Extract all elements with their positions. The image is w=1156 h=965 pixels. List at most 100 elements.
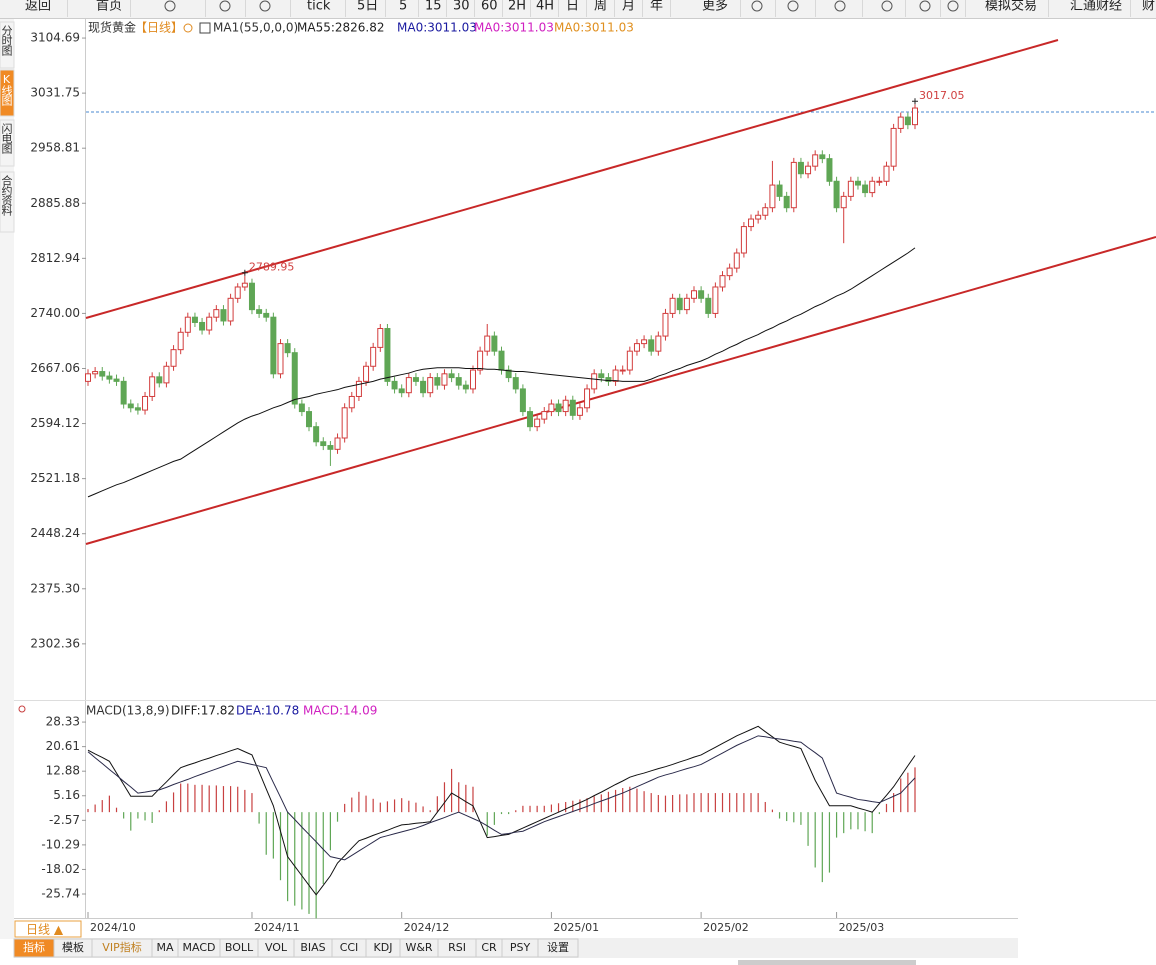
toolbar-icon[interactable]	[787, 0, 799, 12]
ma-icon[interactable]	[199, 22, 211, 34]
toolbar-button[interactable]: 返回	[25, 0, 51, 14]
candle-body	[398, 388, 405, 394]
toolbar-button[interactable]: 年	[650, 0, 663, 14]
x-tick-label: 2025/01	[553, 921, 599, 934]
y-tick-label: 2521.18	[30, 471, 80, 485]
toolbar-button[interactable]: 30	[453, 0, 470, 14]
candle-body	[904, 116, 911, 126]
indicator-tab[interactable]: W&R	[405, 941, 432, 954]
toolbar-button[interactable]: 4H	[536, 0, 554, 14]
toolbar-icon[interactable]	[919, 0, 931, 12]
toolbar-button[interactable]: 财	[1142, 0, 1155, 14]
candle-body	[819, 154, 826, 160]
toolbar-button[interactable]: 2H	[508, 0, 526, 14]
side-tab-bg[interactable]	[0, 69, 15, 117]
candle-body	[484, 335, 491, 352]
candle-body	[220, 309, 227, 322]
toolbar-button[interactable]: 月	[622, 0, 635, 14]
toolbar-icon[interactable]	[219, 0, 231, 12]
side-tab[interactable]: K线图	[0, 73, 13, 107]
toolbar-button[interactable]: 模拟交易	[985, 0, 1037, 14]
candle-body	[370, 346, 377, 367]
candle-body	[862, 184, 869, 194]
candle-body	[363, 365, 370, 382]
toolbar-button[interactable]: 5	[399, 0, 407, 14]
side-tab[interactable]: 闪电图	[0, 122, 13, 155]
candle-body	[505, 369, 512, 379]
toolbar-icon[interactable]	[164, 0, 176, 12]
indicator-tab[interactable]: PSY	[510, 941, 531, 954]
y-tick-label: 5.16	[53, 788, 80, 802]
candle-body	[177, 331, 184, 351]
toolbar-button[interactable]: 5日	[357, 0, 378, 14]
side-tab-bg[interactable]	[0, 21, 15, 69]
toolbar-icon[interactable]	[259, 0, 271, 12]
candle-body	[776, 184, 783, 197]
period-button[interactable]: 日线 ▲	[26, 923, 64, 937]
side-tab[interactable]: 分时图	[0, 25, 13, 57]
indicator-tab[interactable]: RSI	[448, 941, 466, 954]
candle-body	[377, 328, 384, 348]
toolbar-button[interactable]: 首页	[96, 0, 122, 14]
legend-entry: MA0:3011.03	[397, 21, 477, 35]
candle-body	[291, 352, 298, 405]
indicator-tab[interactable]: 指标	[23, 940, 45, 954]
candle-body	[584, 388, 591, 409]
y-tick-label: 2302.36	[30, 636, 80, 650]
toolbar-button[interactable]: 周	[594, 0, 607, 14]
toolbar-button[interactable]: 汇通财经	[1070, 0, 1122, 14]
period-box[interactable]	[14, 920, 82, 938]
indicator-tab[interactable]: MA	[156, 941, 173, 954]
toolbar-button[interactable]: 日	[566, 0, 579, 14]
indicator-tab[interactable]: VIP指标	[102, 940, 141, 954]
x-tick-label: 2025/03	[839, 921, 885, 934]
indicator-tab[interactable]: VOL	[265, 941, 288, 954]
indicator-tab[interactable]: CCI	[340, 941, 359, 954]
toolbar-icon[interactable]	[881, 0, 893, 12]
toolbar-button[interactable]: 60	[481, 0, 498, 14]
side-tab[interactable]: 合约资料	[0, 174, 13, 217]
macd-icon[interactable]	[18, 705, 26, 713]
indicator-tab[interactable]: 模板	[62, 940, 84, 954]
candle-body	[712, 286, 719, 314]
y-tick-label: -18.02	[41, 862, 80, 876]
toolbar-icon[interactable]	[834, 0, 846, 12]
candle-body	[890, 127, 897, 167]
toolbar-icon[interactable]	[947, 0, 959, 12]
candle-body	[847, 180, 854, 197]
indicator-tab[interactable]: MACD	[183, 941, 216, 954]
candle-body	[384, 328, 391, 382]
candle-body	[306, 411, 313, 428]
candle-body	[740, 226, 747, 254]
candle-body	[241, 282, 248, 288]
candle-body	[555, 403, 562, 413]
tab-bg[interactable]	[537, 938, 579, 958]
indicator-tab[interactable]: KDJ	[374, 941, 393, 954]
indicator-tab[interactable]: CR	[481, 941, 497, 954]
indicator-tab[interactable]: BIAS	[300, 941, 325, 954]
side-tab-bg[interactable]	[0, 119, 15, 167]
high-marker	[912, 98, 918, 105]
candle-body	[669, 297, 676, 314]
candle-body	[149, 376, 156, 397]
toolbar-icon[interactable]	[751, 0, 763, 12]
candle-body	[469, 369, 476, 390]
indicator-tab[interactable]: BOLL	[225, 941, 254, 954]
chart-title: 现货黄金	[88, 20, 136, 35]
period-icon[interactable]	[183, 23, 193, 33]
candle-body	[690, 290, 697, 299]
toolbar-button[interactable]: 更多	[702, 0, 728, 14]
scrollbar[interactable]	[738, 960, 916, 965]
candle-body	[355, 380, 362, 397]
indicator-tab[interactable]: 设置	[547, 941, 569, 954]
toolbar-button[interactable]: tick	[307, 0, 331, 14]
candle-body	[626, 350, 633, 371]
side-tab-bg[interactable]	[0, 171, 15, 233]
candle-body	[912, 107, 918, 126]
y-tick-label: -10.29	[41, 837, 80, 851]
y-tick-label: 2375.30	[30, 581, 80, 595]
candle-body	[840, 195, 847, 209]
candle-body	[184, 316, 191, 333]
toolbar-button[interactable]: 15	[425, 0, 442, 14]
y-tick-label: -2.57	[49, 813, 80, 827]
